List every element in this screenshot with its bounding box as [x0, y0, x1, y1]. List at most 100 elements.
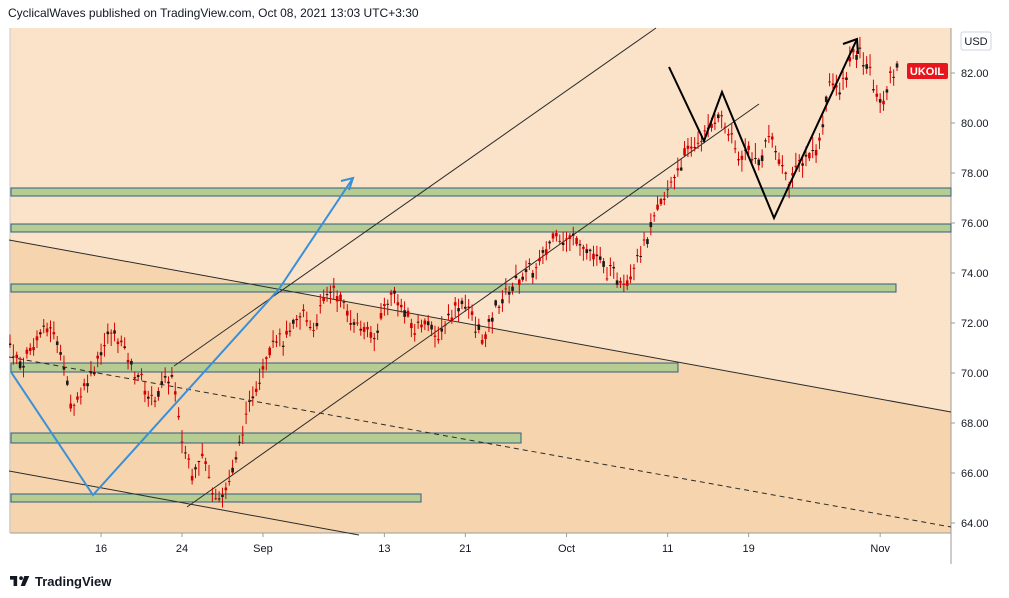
candle-body: [329, 291, 332, 293]
candle-body: [170, 375, 174, 377]
candle-body: [345, 310, 349, 316]
candle-body: [136, 374, 140, 378]
candle-body: [167, 381, 170, 384]
candle-body: [372, 338, 376, 340]
candle-body: [423, 320, 427, 325]
candle-body: [207, 476, 211, 478]
candle-body: [18, 361, 22, 369]
candle-body: [693, 147, 696, 149]
candle-body: [612, 266, 616, 269]
candle-body: [221, 494, 224, 498]
y-tick-label: 70.00: [961, 368, 989, 380]
candle-body: [568, 235, 572, 239]
candle-body: [467, 306, 470, 308]
publisher-caption: CyclicalWaves published on TradingView.c…: [8, 6, 419, 20]
candle-body: [585, 249, 589, 254]
x-tick-label: Oct: [558, 543, 575, 555]
candle-body: [858, 47, 862, 49]
candle-body: [659, 198, 663, 205]
candle-body: [848, 57, 852, 62]
price-chart[interactable]: 64.00 66.00 68.00 70.00 72.00 74.00 76.00 78.00…: [8, 27, 999, 564]
trend-lines: [8, 27, 952, 536]
candle-body: [146, 396, 150, 399]
currency-label: USD: [964, 36, 987, 48]
candle-body: [93, 372, 96, 375]
candle-body: [892, 76, 895, 78]
candle-body: [106, 331, 110, 335]
candle-body: [578, 244, 582, 246]
candle-body: [45, 328, 49, 333]
y-tick-label: 76.00: [961, 218, 989, 230]
candle-body: [895, 63, 899, 68]
candle-body: [305, 320, 309, 322]
candle-body: [413, 333, 417, 335]
candle-body: [140, 373, 143, 376]
candle-body: [248, 401, 251, 403]
x-tick-label: Nov: [870, 543, 890, 555]
candle-body: [25, 349, 29, 354]
candle-body: [791, 173, 794, 176]
candle-body: [885, 89, 889, 93]
candle-body: [285, 330, 288, 335]
candle-body: [184, 452, 187, 454]
blue-arrow-head: [340, 176, 355, 191]
candle-body: [163, 375, 167, 378]
candle-body: [302, 309, 305, 312]
candle-body: [298, 316, 302, 318]
candle-body: [747, 145, 750, 150]
time-axis[interactable]: 16 24 Sep 13 21 Oct 11 19 Nov: [95, 533, 891, 555]
candle-body: [538, 258, 541, 262]
candle-body: [774, 151, 777, 153]
candle-body: [679, 167, 683, 171]
chart-frame[interactable]: 64.00 66.00 68.00 70.00 72.00 74.00 76.00 78.00…: [8, 27, 999, 564]
candle-body: [214, 498, 218, 500]
projection-arrow-head: [842, 37, 859, 55]
candle-body: [619, 280, 622, 283]
candle-body: [797, 160, 801, 162]
candle-body: [669, 181, 673, 183]
candle-body: [740, 155, 744, 160]
tradingview-logo-icon: [10, 576, 30, 586]
candle-body: [410, 323, 413, 329]
candle-body: [349, 323, 352, 325]
candle-body: [784, 172, 788, 175]
candle-body: [750, 159, 754, 161]
candlesticks: [8, 36, 899, 508]
candle-body: [244, 413, 248, 415]
candle-body: [157, 390, 160, 397]
candle-body: [764, 140, 767, 142]
candle-body: [781, 165, 784, 167]
candle-body: [868, 66, 872, 69]
candle-body: [686, 145, 690, 149]
candle-body: [534, 267, 538, 269]
candle-body: [831, 83, 835, 86]
candle-body: [109, 332, 113, 334]
zone-rect: [10, 362, 679, 373]
candle-body: [450, 317, 454, 321]
candle-body: [754, 157, 757, 159]
candle-body: [416, 321, 420, 323]
candle-body: [602, 261, 605, 267]
candle-body: [52, 332, 56, 335]
candle-body: [62, 367, 66, 370]
candle-body: [318, 305, 322, 307]
candle-body: [551, 233, 555, 239]
price-axis[interactable]: 64.00 66.00 68.00 70.00 72.00 74.00 76.00 78.00…: [951, 68, 989, 530]
footer-brand[interactable]: TradingView: [10, 572, 111, 590]
candle-body: [66, 380, 69, 385]
descending-channel-fill: [9, 240, 951, 533]
candle-body: [258, 382, 261, 384]
candle-body: [794, 165, 798, 168]
candle-body: [265, 357, 268, 359]
y-tick-label: 74.00: [961, 268, 989, 280]
candle-body: [615, 280, 619, 285]
black-projection-path: [668, 37, 859, 221]
zone-rect: [10, 432, 522, 444]
projection-zigzag: [668, 38, 858, 221]
candle-body: [710, 123, 713, 128]
candle-body: [399, 304, 403, 308]
candle-body: [369, 332, 373, 338]
candle-body: [359, 328, 363, 331]
x-tick-label: 16: [95, 543, 107, 555]
candle-body: [544, 249, 548, 255]
